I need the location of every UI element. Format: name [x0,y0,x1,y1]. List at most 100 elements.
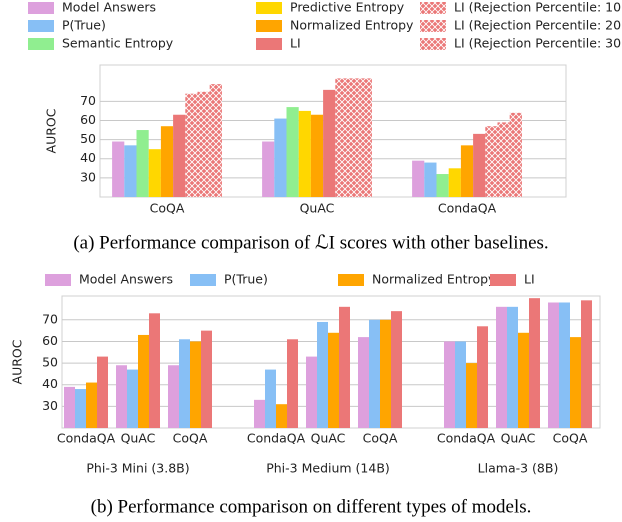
y-tick-label: 60 [80,112,96,127]
legend-swatch [256,38,282,50]
x-tick-label: QuAC [501,431,536,446]
bar [148,149,161,197]
bar [444,341,455,428]
bar [455,341,466,428]
bar [262,141,275,197]
x-tick-label: CoQA [553,431,588,446]
bar [424,162,437,197]
caption: (b) Performance comparison on different … [91,496,532,517]
bar [168,365,179,428]
bar [276,404,287,428]
bar [460,145,474,197]
bar [507,306,518,428]
bar [448,168,461,197]
bar [358,337,369,428]
x-tick-label: CondaQA [57,431,116,446]
bar [548,302,559,428]
bar [127,369,138,428]
bar [317,321,328,428]
bar [339,306,350,428]
x-tick-label: CoQA [363,431,398,446]
legend-swatch [420,2,446,14]
legend-label: P(True) [224,272,268,287]
bar [391,311,402,428]
legend-swatch [45,274,71,286]
legend-label: Normalized Entropy [372,272,496,287]
legend-label: LI (Rejection Percentile: 20) [454,18,622,33]
group-label: Llama-3 (8B) [478,461,559,476]
x-tick-label: CondaQA [438,201,497,216]
bar [209,84,222,197]
bar [173,114,186,197]
bar [201,330,212,428]
x-tick-label: CondaQA [437,431,496,446]
bar [310,114,324,197]
bar [485,126,498,197]
bar [328,332,339,428]
y-tick-label: 40 [80,150,96,165]
legend-swatch [490,274,516,286]
bar [138,334,149,428]
x-tick-label: QuAC [121,431,156,446]
bar [149,313,160,428]
bar [473,133,486,197]
bar [323,89,336,197]
x-tick-label: CoQA [173,431,208,446]
bar [412,160,425,197]
bar [518,332,529,428]
x-tick-label: CoQA [150,201,185,216]
x-tick-label: QuAC [300,201,335,216]
bar [466,363,477,428]
legend-label: LI [524,272,535,287]
group-label: Phi-3 Mini (3.8B) [86,461,189,476]
bar [380,319,391,428]
y-axis-label: AUROC [44,108,59,153]
bar [287,339,298,428]
x-tick-label: QuAC [311,431,346,446]
bar [136,130,149,197]
x-tick-label: CondaQA [247,431,306,446]
bar [112,141,125,197]
legend-label: LI (Rejection Percentile: 30) [454,36,622,51]
bar [254,399,265,428]
legend-label: Predictive Entropy [290,0,405,15]
bar [497,122,510,197]
legend-label: Semantic Entropy [62,36,174,51]
bar [529,298,540,428]
bar [306,356,317,428]
bar [496,306,507,428]
y-tick-label: 30 [80,169,96,184]
bar [75,389,86,428]
legend-swatch [256,20,282,32]
legend-label: LI [290,36,301,51]
legend-swatch [28,20,54,32]
bar [436,174,449,197]
legend-swatch [420,38,446,50]
legend-swatch [28,2,54,14]
bar [160,126,174,197]
bar [347,78,360,197]
bar [477,326,488,428]
bar [369,319,380,428]
bar [190,341,201,428]
bar [197,91,210,197]
y-tick-label: 50 [80,131,96,146]
legend-swatch [28,38,54,50]
legend-label: Normalized Entropy [290,18,414,33]
y-tick-label: 30 [42,398,58,413]
bar [179,339,190,428]
legend-swatch [190,274,216,286]
bar [581,300,592,428]
bar [64,386,75,428]
bar [359,78,372,197]
bar [265,369,276,428]
bar [335,78,348,197]
caption: (a) Performance comparison of ℒI scores … [73,232,548,253]
group-label: Phi-3 Medium (14B) [266,461,390,476]
y-tick-label: 40 [42,376,58,391]
bar [86,382,97,428]
legend-swatch [420,20,446,32]
legend-label: LI (Rejection Percentile: 10) [454,0,622,15]
bar [185,93,198,197]
